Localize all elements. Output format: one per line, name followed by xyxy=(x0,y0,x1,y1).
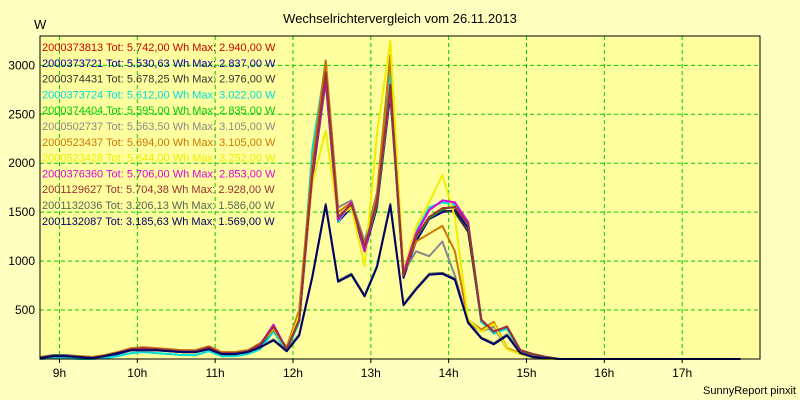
y-tick-label: 2000 xyxy=(8,156,35,170)
legend-entry-6: 2000523437 Tot: 5.694,00 Wh Max: 3.105,0… xyxy=(42,137,276,149)
x-axis-ticks: 9h 10h 11h 12h 13h 14h 15h 16h 17h xyxy=(53,359,692,380)
y-axis-unit: W xyxy=(34,17,47,32)
x-tick-label: 17h xyxy=(672,366,692,380)
x-tick-label: 9h xyxy=(53,366,66,380)
legend-entry-9: 2001129627 Tot: 5.704,38 Wh Max: 2.928,0… xyxy=(42,184,275,196)
legend-entry-3: 2000373724 Tot: 5.612,00 Wh Max: 3.022,0… xyxy=(42,89,276,101)
chart-title: Wechselrichtervergleich vom 26.11.2013 xyxy=(283,11,517,26)
credit-text: SunnyReport pinxit xyxy=(703,385,796,397)
legend-entry-1: 2000373721 Tot: 5.530,63 Wh Max: 2.837,0… xyxy=(42,58,276,70)
y-tick-label: 3000 xyxy=(8,58,35,72)
plot-frame xyxy=(39,35,761,360)
legend-entry-7: 2000523428 Tot: 5.844,00 Wh Max: 3.252,0… xyxy=(42,153,276,165)
legend-entry-11: 2001132087 Tot: 3.185,63 Wh Max: 1.569,0… xyxy=(42,216,275,228)
x-tick-label: 11h xyxy=(206,366,225,380)
x-tick-label: 12h xyxy=(283,366,303,380)
legend: 2000373813 Tot: 5.742,00 Wh Max: 2.940,0… xyxy=(42,42,276,228)
x-tick-label: 16h xyxy=(594,366,614,380)
legend-entry-8: 2000376360 Tot: 5.706,00 Wh Max: 2.853,0… xyxy=(42,168,276,180)
y-tick-label: 1000 xyxy=(8,254,35,268)
x-tick-label: 13h xyxy=(361,366,381,380)
x-tick-label: 14h xyxy=(439,366,459,380)
x-tick-label: 15h xyxy=(516,366,536,380)
y-tick-label: 500 xyxy=(15,303,35,317)
y-tick-label: 1500 xyxy=(8,205,35,219)
y-axis-ticks: 500 1000 1500 2000 2500 3000 xyxy=(8,58,35,317)
x-tick-label: 10h xyxy=(127,366,147,380)
y-tick-label: 2500 xyxy=(8,107,35,121)
legend-entry-2: 2000374431 Tot: 5.678,25 Wh Max: 2.976,0… xyxy=(42,74,276,86)
legend-entry-10: 2001132036 Tot: 3.206,13 Wh Max: 1.586,0… xyxy=(42,200,275,212)
legend-entry-0: 2000373813 Tot: 5.742,00 Wh Max: 2.940,0… xyxy=(42,42,276,54)
legend-entry-5: 2000502737 Tot: 5.563,50 Wh Max: 3.105,0… xyxy=(42,121,276,133)
legend-entry-4: 2000374404 Tot: 5.595,00 Wh Max: 2.835,0… xyxy=(42,105,276,117)
